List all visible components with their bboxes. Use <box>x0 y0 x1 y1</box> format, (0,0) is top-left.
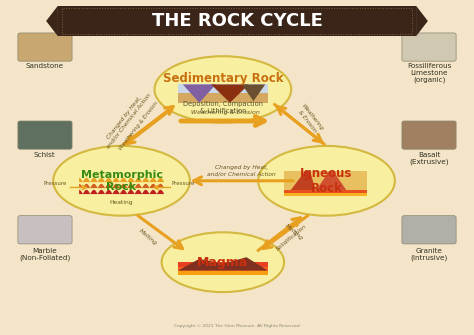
Bar <box>284 193 366 196</box>
Polygon shape <box>46 6 58 36</box>
Text: Heating: Heating <box>110 200 133 205</box>
Polygon shape <box>312 172 350 196</box>
Bar <box>178 265 268 271</box>
Polygon shape <box>79 190 164 194</box>
Text: Changed by Heat,
and/or Chemical Action: Changed by Heat, and/or Chemical Action <box>207 165 276 176</box>
Polygon shape <box>79 178 164 182</box>
Text: Marble
(Non-Foliated): Marble (Non-Foliated) <box>19 248 70 261</box>
Ellipse shape <box>258 146 395 216</box>
FancyBboxPatch shape <box>18 121 72 149</box>
FancyBboxPatch shape <box>402 121 456 149</box>
Bar <box>178 267 268 275</box>
FancyBboxPatch shape <box>18 216 72 244</box>
Bar <box>178 262 268 267</box>
Text: Solidification: Solidification <box>275 223 307 251</box>
Polygon shape <box>211 84 249 103</box>
Text: Basalt
(Extrusive): Basalt (Extrusive) <box>410 151 449 165</box>
Text: Changed by Heat,
and/or Chemical Action: Changed by Heat, and/or Chemical Action <box>101 89 152 150</box>
FancyBboxPatch shape <box>402 33 456 61</box>
Bar <box>284 190 366 196</box>
Text: THE ROCK CYCLE: THE ROCK CYCLE <box>152 12 322 30</box>
Text: Weathering & Erosion: Weathering & Erosion <box>118 101 158 151</box>
FancyBboxPatch shape <box>58 6 416 36</box>
Polygon shape <box>79 184 164 188</box>
FancyBboxPatch shape <box>18 33 72 61</box>
Ellipse shape <box>53 146 190 216</box>
Text: Weathering
& Erosion: Weathering & Erosion <box>296 104 324 135</box>
Text: Metamorphic
Rock: Metamorphic Rock <box>81 170 163 192</box>
Text: Igneous
Rock: Igneous Rock <box>301 167 353 195</box>
Text: Schist: Schist <box>34 151 55 157</box>
Polygon shape <box>286 171 317 196</box>
Text: Melting: Melting <box>137 228 157 246</box>
Ellipse shape <box>162 232 284 292</box>
Text: Pressure: Pressure <box>171 181 194 186</box>
Text: Melting: Melting <box>283 223 303 241</box>
Text: Weathering & Erosion: Weathering & Erosion <box>191 110 260 115</box>
Polygon shape <box>183 84 216 103</box>
Text: Copyright © 2021 The Gem Museum. All Rights Reserved: Copyright © 2021 The Gem Museum. All Rig… <box>174 324 300 328</box>
Polygon shape <box>242 84 265 101</box>
FancyBboxPatch shape <box>402 216 456 244</box>
Ellipse shape <box>155 56 291 123</box>
Text: Sandstone: Sandstone <box>26 63 64 69</box>
Text: Sedimentary Rock: Sedimentary Rock <box>163 72 283 85</box>
Text: Granite
(Intrusive): Granite (Intrusive) <box>410 248 448 261</box>
Bar <box>284 171 366 196</box>
Polygon shape <box>416 6 428 36</box>
Bar <box>178 93 268 103</box>
Text: Deposition, Compaction
& Lithification: Deposition, Compaction & Lithification <box>183 101 263 114</box>
Text: Fossiliferous
Limestone
(organic): Fossiliferous Limestone (organic) <box>407 63 451 83</box>
Bar <box>178 84 268 103</box>
Polygon shape <box>178 257 268 270</box>
Text: Pressure: Pressure <box>44 181 67 186</box>
Text: Magma: Magma <box>197 256 248 269</box>
